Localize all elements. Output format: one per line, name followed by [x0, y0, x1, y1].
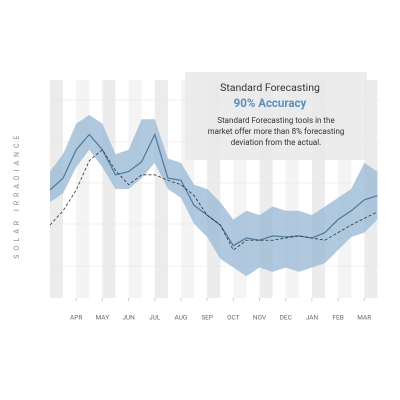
- stripe: [154, 80, 168, 298]
- annotation-title: Standard Forecasting: [220, 81, 320, 94]
- x-tick-label: AUG: [175, 314, 188, 322]
- stripe: [128, 80, 142, 298]
- annotation-box: [185, 72, 367, 160]
- x-tick-label: MAR: [357, 314, 371, 322]
- y-axis-label: SOLAR IRRADIANCE: [13, 131, 21, 258]
- forecast-line: [49, 149, 378, 251]
- annotation-body: deviation from the actual.: [231, 138, 322, 147]
- x-tick-label: SEP: [201, 314, 213, 322]
- x-tick-label: JUL: [149, 314, 161, 322]
- x-tick-label: FEB: [332, 314, 343, 322]
- x-tick-label: OCT: [227, 314, 240, 322]
- x-tick-label: DEC: [280, 314, 292, 322]
- x-tick-label: NOV: [253, 314, 267, 322]
- x-tick-label: JUN: [122, 314, 135, 322]
- annotation-body: market offer more than 8% forecasting: [208, 127, 345, 136]
- x-tick-label: MAY: [96, 314, 110, 322]
- stripe: [102, 80, 116, 298]
- plot: [49, 114, 378, 277]
- x-tick-label: JAN: [306, 314, 319, 322]
- x-tick-label: APR: [70, 314, 82, 322]
- annotation-body: Standard Forecasting tools in the: [217, 116, 334, 125]
- annotation-highlight: 90% Accuracy: [234, 96, 307, 110]
- stripe: [76, 80, 90, 298]
